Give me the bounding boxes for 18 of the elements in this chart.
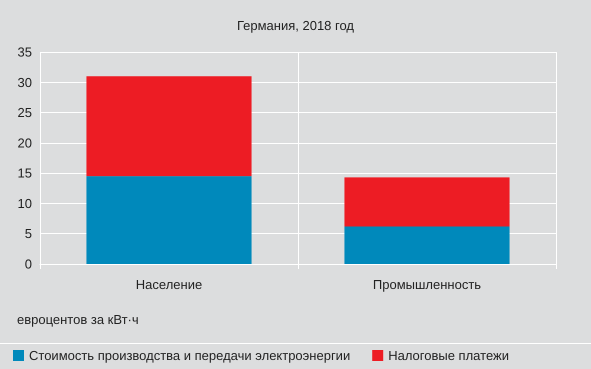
chart-title: Германия, 2018 год — [236, 18, 354, 33]
bar — [86, 176, 252, 264]
bar — [86, 76, 252, 176]
y-tick-label: 30 — [18, 74, 32, 90]
legend-label: Стоимость производства и передачи электроэнергии — [29, 348, 350, 363]
y-tick-label: 10 — [18, 196, 32, 211]
y-tick-label: 0 — [24, 256, 32, 272]
x-tick-label: Население — [136, 277, 202, 292]
y-tick-label: 5 — [24, 226, 32, 242]
x-tick-label: Промышленность — [372, 277, 482, 292]
bar — [344, 177, 510, 226]
bar — [344, 226, 510, 264]
y-axis-title: евроцентов за кВт·ч — [17, 312, 139, 327]
legend-label: Налоговые платежи — [388, 348, 509, 363]
y-tick-label: 35 — [18, 44, 32, 60]
y-tick-label: 20 — [18, 135, 32, 150]
y-tick-label: 15 — [18, 166, 32, 181]
y-tick-label: 25 — [18, 105, 32, 120]
